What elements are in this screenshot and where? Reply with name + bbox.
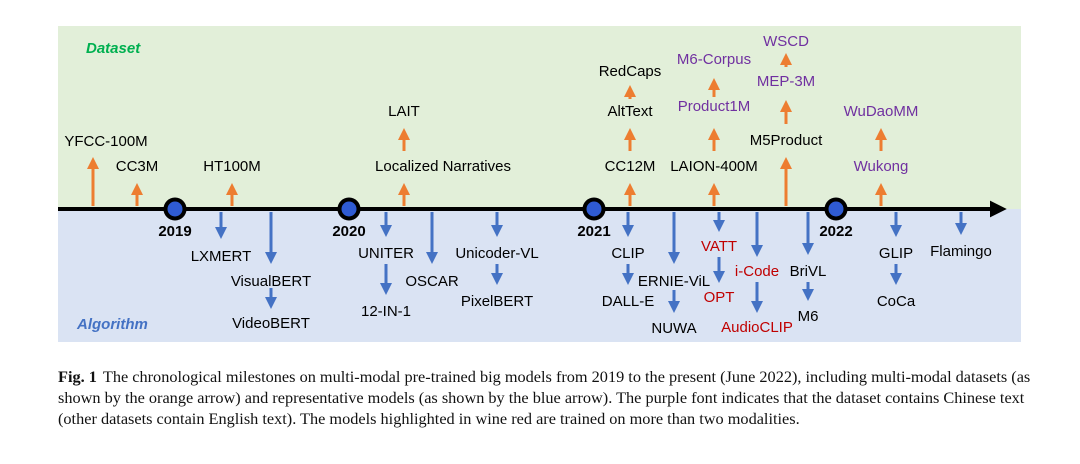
model-label-12-in-1: 12-IN-1	[361, 303, 411, 320]
dataset-label-lait: LAIT	[388, 103, 420, 120]
model-label-oscar: OSCAR	[405, 273, 459, 290]
dataset-region	[58, 26, 1021, 209]
model-label-nuwa: NUWA	[651, 320, 696, 337]
year-label-2019: 2019	[158, 223, 191, 240]
dataset-label-wudaomm: WuDaoMM	[844, 103, 919, 120]
model-label-glip: GLIP	[879, 245, 913, 262]
dataset-label-ht100m: HT100M	[203, 158, 261, 175]
dataset-label-wscd: WSCD	[763, 33, 809, 50]
year-label-2020: 2020	[332, 223, 365, 240]
dataset-label-yfcc-100m: YFCC-100M	[64, 133, 147, 150]
year-label-2021: 2021	[577, 223, 610, 240]
model-label-i-code: i-Code	[735, 263, 779, 280]
model-label-dall-e: DALL-E	[602, 293, 655, 310]
model-label-visualbert: VisualBERT	[231, 273, 311, 290]
dataset-label-cc3m: CC3M	[116, 158, 159, 175]
year-dot-2021	[582, 197, 606, 221]
dataset-label-m5product: M5Product	[750, 132, 823, 149]
dataset-label-m6-corpus: M6-Corpus	[677, 51, 751, 68]
dataset-label-mep-3m: MEP-3M	[757, 73, 815, 90]
year-dot-2019	[163, 197, 187, 221]
dataset-label-laion-400m: LAION-400M	[670, 158, 758, 175]
caption-text: The chronological milestones on multi-mo…	[58, 367, 1031, 428]
algorithm-section-title: Algorithm	[76, 316, 148, 333]
model-label-coca: CoCa	[877, 293, 916, 310]
model-label-audioclip: AudioCLIP	[721, 319, 793, 336]
model-label-brivl: BriVL	[790, 263, 827, 280]
figure-caption: Fig. 1 The chronological milestones on mu…	[58, 366, 1048, 429]
dataset-label-cc12m: CC12M	[605, 158, 656, 175]
model-label-videobert: VideoBERT	[232, 315, 310, 332]
model-label-m6: M6	[798, 308, 819, 325]
dataset-label-wukong: Wukong	[854, 158, 909, 175]
caption-label: Fig. 1	[58, 367, 97, 386]
dataset-section-title: Dataset	[86, 40, 141, 57]
model-label-flamingo: Flamingo	[930, 243, 992, 260]
model-label-unicoder-vl: Unicoder-VL	[455, 245, 538, 262]
model-label-pixelbert: PixelBERT	[461, 293, 533, 310]
dataset-label-alttext: AltText	[607, 103, 653, 120]
algorithm-region	[58, 209, 1021, 342]
year-markers: 2019 2020 2021 2022	[158, 197, 853, 240]
year-dot-2022	[824, 197, 848, 221]
dataset-label-product1m: Product1M	[678, 98, 751, 115]
model-label-vatt: VATT	[701, 238, 737, 255]
dataset-label-localized-narratives: Localized Narratives	[375, 158, 511, 175]
model-label-uniter: UNITER	[358, 245, 414, 262]
model-label-ernie-vil: ERNIE-ViL	[638, 273, 710, 290]
milestone-labels: YFCC-100M CC3M HT100M LAIT Localized Narrati…	[64, 33, 992, 337]
model-label-opt: OPT	[704, 289, 735, 306]
model-label-clip: CLIP	[611, 245, 644, 262]
model-label-lxmert: LXMERT	[191, 248, 252, 265]
year-label-2022: 2022	[819, 223, 852, 240]
dataset-label-redcaps: RedCaps	[599, 63, 662, 80]
milestone-arrows	[87, 53, 967, 313]
year-dot-2020	[337, 197, 361, 221]
